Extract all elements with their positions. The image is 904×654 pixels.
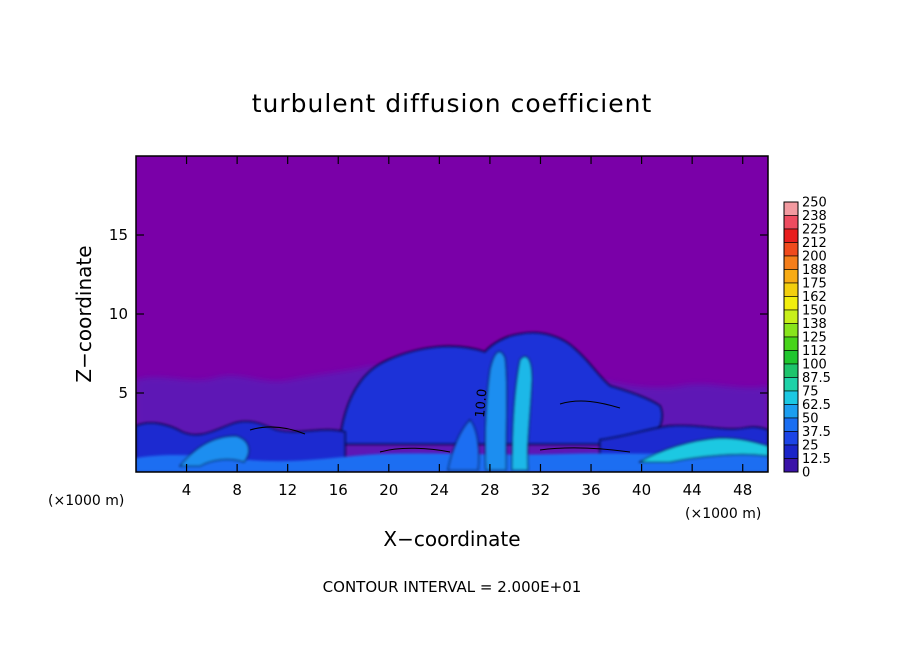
colorbar-label: 238 — [802, 209, 827, 224]
colorbar-label: 162 — [802, 290, 827, 305]
colorbar-swatch — [783, 242, 799, 257]
colorbar-label: 25 — [802, 439, 819, 454]
chart-title: turbulent diffusion coefficient — [252, 89, 653, 118]
colorbar-label: 150 — [802, 304, 827, 319]
x-tick-label: 32 — [531, 481, 550, 499]
x-tick-label: 28 — [480, 481, 499, 499]
updraft-core-3 — [447, 419, 480, 471]
colorbar-swatch — [783, 350, 799, 365]
colorbar-swatch — [783, 255, 799, 270]
colorbar-swatch — [783, 309, 799, 324]
colorbar-swatch — [783, 201, 799, 216]
colorbar-swatch — [783, 269, 799, 284]
x-tick-label: 24 — [430, 481, 449, 499]
y-tick-label: 10 — [109, 305, 128, 323]
x-tick-label: 44 — [683, 481, 702, 499]
left-surface-plume — [178, 435, 250, 467]
colorbar-swatch — [783, 404, 799, 419]
colorbar-swatch — [783, 282, 799, 297]
colorbar-label: 175 — [802, 277, 827, 292]
colorbar-swatch — [783, 323, 799, 338]
colorbar-label: 62.5 — [802, 398, 831, 413]
colorbar-swatch — [783, 215, 799, 230]
colorbar-label: 212 — [802, 236, 827, 251]
colorbar-swatch — [783, 377, 799, 392]
colorbar-label: 75 — [802, 385, 819, 400]
heatmap-field: 10.0 — [136, 156, 768, 472]
colorbar-label: 100 — [802, 358, 827, 373]
x-unit-right: (×1000 m) — [685, 506, 761, 522]
colorbar-label: 125 — [802, 331, 827, 346]
colorbar-swatch — [783, 228, 799, 243]
x-tick-label: 20 — [379, 481, 398, 499]
x-tick-label: 40 — [632, 481, 651, 499]
colorbar-label: 50 — [802, 412, 819, 427]
colorbar: 2502382252122001881751621501381251121008… — [783, 196, 831, 481]
x-tick-label: 48 — [733, 481, 752, 499]
colorbar-label: 112 — [802, 344, 827, 359]
colorbar-swatch — [783, 296, 799, 311]
contour-line — [249, 400, 631, 453]
x-tick-label: 16 — [329, 481, 348, 499]
x-tick-label: 36 — [581, 481, 600, 499]
colorbar-label: 225 — [802, 223, 827, 238]
updraft-core-2 — [511, 356, 533, 471]
x-axis-label: X−coordinate — [383, 527, 520, 551]
colorbar-swatch — [783, 417, 799, 432]
x-unit-left: (×1000 m) — [48, 493, 124, 509]
right-surface-plume — [638, 437, 768, 463]
x-tick-label: 8 — [232, 481, 242, 499]
colorbar-swatch — [783, 363, 799, 378]
y-axis-ticks: 5 10 15 — [109, 226, 768, 402]
colorbar-swatch — [783, 390, 799, 405]
contour-label: 10.0 — [473, 388, 490, 418]
colorbar-swatch — [783, 458, 799, 473]
colorbar-label: 188 — [802, 263, 827, 278]
updraft-core — [484, 351, 508, 471]
colorbar-label: 12.5 — [802, 452, 831, 467]
colorbar-label: 87.5 — [802, 371, 831, 386]
colorbar-swatch — [783, 336, 799, 351]
colorbar-label: 0 — [802, 466, 810, 481]
x-axis-ticks: 4 8 12 16 20 24 28 32 36 40 44 48 — [182, 156, 752, 499]
y-axis-label: Z−coordinate — [72, 245, 96, 382]
contour-interval: CONTOUR INTERVAL = 2.000E+01 — [323, 578, 582, 596]
colorbar-swatch — [783, 444, 799, 459]
colorbar-label: 138 — [802, 317, 827, 332]
colorbar-label: 37.5 — [802, 425, 831, 440]
colorbar-swatch — [783, 431, 799, 446]
x-tick-label: 12 — [278, 481, 297, 499]
colorbar-frame — [783, 201, 799, 473]
y-tick-label: 15 — [109, 226, 128, 244]
y-tick-label: 5 — [118, 384, 128, 402]
x-tick-label: 4 — [182, 481, 192, 499]
colorbar-label: 200 — [802, 250, 827, 265]
colorbar-label: 250 — [802, 196, 827, 211]
